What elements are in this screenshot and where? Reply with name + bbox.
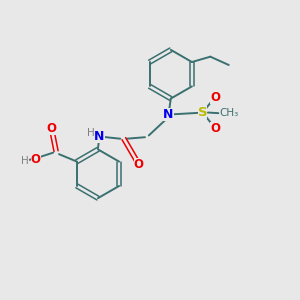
Text: N: N — [94, 130, 105, 143]
Text: N: N — [163, 108, 174, 122]
Text: O: O — [134, 158, 144, 171]
Text: H: H — [87, 128, 95, 138]
Text: O: O — [210, 122, 220, 134]
Text: O: O — [31, 153, 40, 166]
Text: S: S — [198, 106, 207, 119]
Text: CH₃: CH₃ — [220, 108, 239, 118]
Text: O: O — [46, 122, 56, 134]
Text: O: O — [210, 91, 220, 103]
Text: H: H — [21, 156, 29, 166]
